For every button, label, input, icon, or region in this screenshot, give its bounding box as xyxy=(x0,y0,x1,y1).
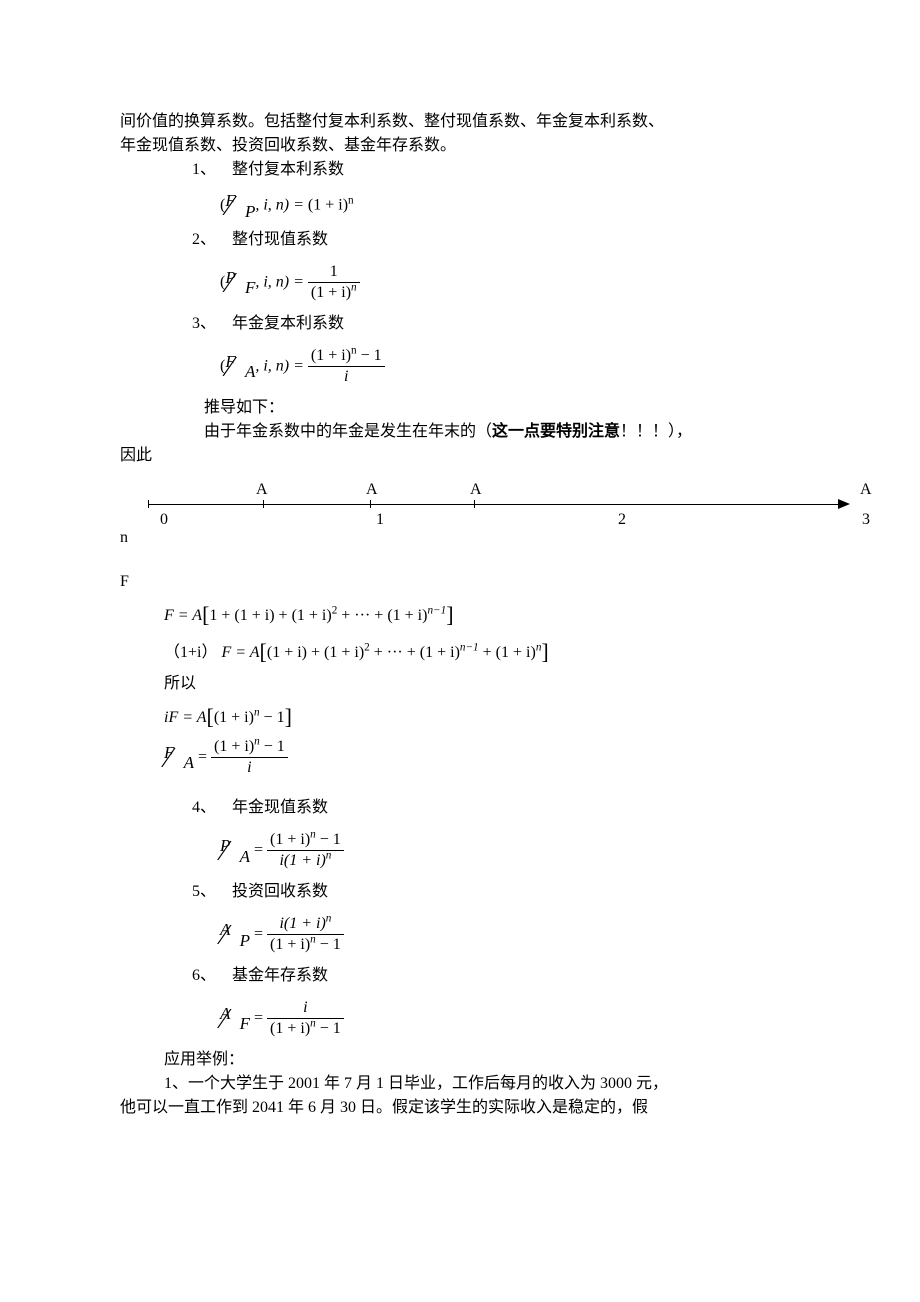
formula-4: P ⁄ A = (1 + i)n − 1 i(1 + i)n xyxy=(120,830,800,872)
timeline-axis xyxy=(148,504,838,505)
timeline-arrow-icon xyxy=(838,499,850,509)
item-3: 3、 年金复本利系数 xyxy=(120,312,800,336)
example-head: 应用举例： xyxy=(120,1048,800,1072)
timeline-bot-label: 2 xyxy=(618,508,626,532)
f1-exp: n xyxy=(348,194,354,206)
timeline-bot-label: 3 xyxy=(862,508,870,532)
f1-rhs: (1 + i) xyxy=(308,197,348,214)
formula-2: ( P ⁄ F , i, n) = 1 (1 + i)n xyxy=(120,262,800,304)
item-6: 6、 基金年存系数 xyxy=(120,964,800,988)
item-2: 2、 整付现值系数 xyxy=(120,228,800,252)
deriv-note-2b: ！！！）， xyxy=(620,423,692,440)
fa-slash-frac: F ⁄ A xyxy=(225,353,255,381)
item-2-num: 2、 xyxy=(192,231,216,248)
deriv-row-4: F ⁄ A = (1 + i)n − 1 i xyxy=(164,737,800,779)
deriv-note-tail: 因此 xyxy=(120,444,800,468)
item-4-num: 4、 xyxy=(192,799,216,816)
example-p2: 他可以一直工作到 2041 年 6 月 30 日。假定该学生的实际收入是稳定的，… xyxy=(120,1096,800,1120)
deriv-row-2: （1+i） F = A[(1 + i) + (1 + i)2 + ··· + (… xyxy=(164,635,800,668)
ap-slash-frac: A ⁄ P xyxy=(220,921,250,949)
item-1: 1、 整付复本利系数 xyxy=(120,158,800,182)
intro-line-2: 年金现值系数、投资回收系数、基金年存系数。 xyxy=(120,134,800,158)
deriv-note-1: 推导如下： xyxy=(120,396,800,420)
f3-args: , i, n) = xyxy=(255,357,304,374)
item-1-title: 整付复本利系数 xyxy=(232,161,344,178)
item-3-num: 3、 xyxy=(192,315,216,332)
fa-slash-frac-2: F ⁄ A xyxy=(164,744,194,772)
deriv-note-2a: 由于年金系数中的年金是发生在年末的（ xyxy=(204,423,492,440)
f2-frac: 1 (1 + i)n xyxy=(308,262,360,304)
example-p1: 1、一个大学生于 2001 年 7 月 1 日毕业，工作后每月的收入为 3000… xyxy=(120,1072,800,1096)
formula-5: A ⁄ P = i(1 + i)n (1 + i)n − 1 xyxy=(120,914,800,956)
deriv-row-1: F = A[1 + (1 + i) + (1 + i)2 + ··· + (1 … xyxy=(164,598,800,631)
timeline-top-label: A xyxy=(366,478,378,502)
item-3-title: 年金复本利系数 xyxy=(232,315,344,332)
item-4: 4、 年金现值系数 xyxy=(120,796,800,820)
deriv-so: 所以 xyxy=(164,672,800,696)
item-4-title: 年金现值系数 xyxy=(232,799,328,816)
item-6-title: 基金年存系数 xyxy=(232,967,328,984)
deriv-note-2: 由于年金系数中的年金是发生在年末的（这一点要特别注意！！！）， xyxy=(120,420,800,444)
formula-3: ( F ⁄ A , i, n) = (1 + i)n − 1 i xyxy=(120,346,800,388)
intro-line-1: 间价值的换算系数。包括整付复本利系数、整付现值系数、年金复本利系数、 xyxy=(120,110,800,134)
timeline-top-label: A xyxy=(860,478,872,502)
timeline-bot-label: 1 xyxy=(376,508,384,532)
timeline-F-label: F xyxy=(120,570,800,594)
deriv-note-bold: 这一点要特别注意 xyxy=(492,423,620,440)
timeline-top-label: A xyxy=(256,478,268,502)
af-slash-frac: A ⁄ F xyxy=(220,1005,250,1033)
item-5: 5、 投资回收系数 xyxy=(120,880,800,904)
timeline-bot-label: 0 xyxy=(160,508,168,532)
deriv-row-3: iF = A[(1 + i)n − 1] xyxy=(164,700,800,733)
item-5-num: 5、 xyxy=(192,883,216,900)
formula-1: ( F ⁄ P , i, n) = (1 + i)n xyxy=(120,192,800,220)
derivation-block: F = A[1 + (1 + i) + (1 + i)2 + ··· + (1 … xyxy=(120,598,800,779)
f3-frac: (1 + i)n − 1 i xyxy=(308,346,385,388)
timeline-top-label: A xyxy=(470,478,482,502)
fp-slash-frac: F ⁄ P xyxy=(225,192,255,220)
formula-6: A ⁄ F = i (1 + i)n − 1 xyxy=(120,998,800,1040)
document-page: 间价值的换算系数。包括整付复本利系数、整付现值系数、年金复本利系数、 年金现值系… xyxy=(0,0,920,1302)
timeline-n-label: n xyxy=(120,526,800,550)
item-1-num: 1、 xyxy=(192,161,216,178)
pf-slash-frac: P ⁄ F xyxy=(225,269,255,297)
item-5-title: 投资回收系数 xyxy=(232,883,328,900)
f2-args: , i, n) = xyxy=(255,274,304,291)
annuity-timeline: A A A A 0 1 2 3 xyxy=(148,476,878,520)
item-2-title: 整付现值系数 xyxy=(232,231,328,248)
pa-slash-frac: P ⁄ A xyxy=(220,837,250,865)
f1-args: , i, n) = xyxy=(255,197,304,214)
timeline-tick xyxy=(148,500,149,508)
item-6-num: 6、 xyxy=(192,967,216,984)
